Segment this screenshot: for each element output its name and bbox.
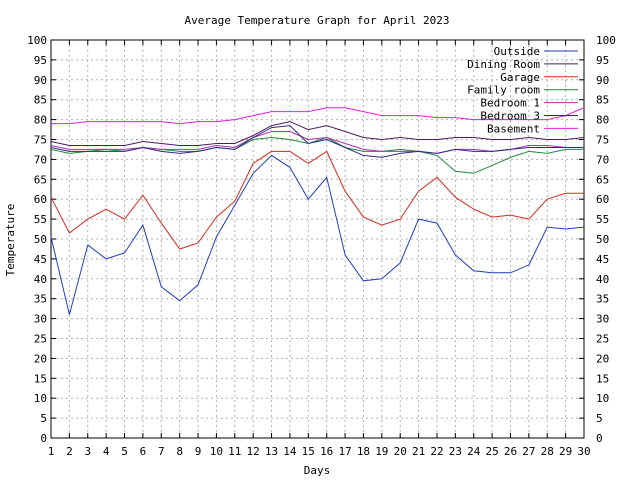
y-tick-label-right: 35 bbox=[596, 293, 609, 306]
legend-label-dining-room: Dining Room bbox=[467, 58, 540, 71]
x-tick-label: 16 bbox=[320, 445, 333, 458]
legend-label-outside: Outside bbox=[494, 45, 540, 58]
y-tick-label: 5 bbox=[40, 412, 47, 425]
x-tick-label: 9 bbox=[195, 445, 202, 458]
y-tick-label-right: 40 bbox=[596, 273, 609, 286]
x-tick-label: 17 bbox=[338, 445, 351, 458]
y-tick-label: 10 bbox=[34, 392, 47, 405]
y-tick-label-right: 45 bbox=[596, 253, 609, 266]
x-tick-label: 12 bbox=[247, 445, 260, 458]
y-tick-label: 80 bbox=[34, 114, 47, 127]
chart-title: Average Temperature Graph for April 2023 bbox=[185, 14, 450, 27]
series-line-outside bbox=[50, 154, 585, 315]
y-tick-label-right: 90 bbox=[596, 74, 609, 87]
y-tick-label-right: 30 bbox=[596, 313, 609, 326]
x-tick-label: 19 bbox=[375, 445, 388, 458]
y-tick-label-right: 10 bbox=[596, 392, 609, 405]
y-tick-label: 95 bbox=[34, 54, 47, 67]
y-tick-label-right: 65 bbox=[596, 173, 609, 186]
y-tick-label: 100 bbox=[27, 34, 47, 47]
x-tick-label: 2 bbox=[66, 445, 73, 458]
x-tick-label: 29 bbox=[559, 445, 572, 458]
x-tick-label: 14 bbox=[283, 445, 297, 458]
series-line-basement bbox=[51, 107, 585, 125]
x-tick-label: 5 bbox=[121, 445, 128, 458]
x-tick-label: 3 bbox=[84, 445, 91, 458]
y-tick-label: 75 bbox=[34, 134, 47, 147]
x-tick-label: 21 bbox=[412, 445, 425, 458]
x-tick-label: 1 bbox=[48, 445, 55, 458]
y-tick-label-right: 15 bbox=[596, 372, 609, 385]
y-axis-label: Temperature bbox=[4, 204, 17, 277]
grid bbox=[51, 40, 584, 438]
y-tick-label-right: 60 bbox=[596, 193, 609, 206]
x-tick-label: 4 bbox=[103, 445, 110, 458]
y-tick-label-right: 25 bbox=[596, 333, 609, 346]
x-tick-label: 11 bbox=[228, 445, 241, 458]
y-tick-label-right: 75 bbox=[596, 134, 609, 147]
y-tick-label: 85 bbox=[34, 94, 47, 107]
x-tick-label: 13 bbox=[265, 445, 278, 458]
y-tick-label: 45 bbox=[34, 253, 47, 266]
series-line-garage bbox=[50, 150, 584, 250]
y-tick-label: 30 bbox=[34, 313, 47, 326]
y-tick-label: 20 bbox=[34, 352, 47, 365]
legend-label-garage: Garage bbox=[500, 71, 540, 84]
y-tick-label: 70 bbox=[34, 153, 47, 166]
x-tick-label: 25 bbox=[485, 445, 498, 458]
y-tick-label-right: 5 bbox=[596, 412, 603, 425]
y-tick-label: 40 bbox=[34, 273, 47, 286]
y-tick-label-right: 95 bbox=[596, 54, 609, 67]
y-tick-label-right: 70 bbox=[596, 153, 609, 166]
x-tick-label: 22 bbox=[430, 445, 443, 458]
x-tick-label: 6 bbox=[140, 445, 147, 458]
y-tick-label-right: 55 bbox=[596, 213, 609, 226]
series-line-family-room bbox=[50, 136, 584, 174]
x-tick-label: 20 bbox=[394, 445, 407, 458]
x-tick-label: 10 bbox=[210, 445, 223, 458]
y-tick-label-right: 50 bbox=[596, 233, 609, 246]
series-line-bedroom-3 bbox=[50, 125, 584, 158]
y-tick-label: 25 bbox=[34, 333, 47, 346]
y-tick-label: 0 bbox=[40, 432, 47, 445]
y-tick-label: 60 bbox=[34, 193, 47, 206]
y-tick-label: 65 bbox=[34, 173, 47, 186]
legend-label-family-room: Family room bbox=[467, 84, 540, 97]
x-tick-label: 8 bbox=[176, 445, 183, 458]
x-tick-label: 18 bbox=[357, 445, 370, 458]
series-line-dining-room bbox=[50, 121, 585, 146]
y-tick-label: 35 bbox=[34, 293, 47, 306]
x-tick-label: 28 bbox=[541, 445, 554, 458]
y-tick-label: 90 bbox=[34, 74, 47, 87]
y-tick-label: 55 bbox=[34, 213, 47, 226]
y-tick-label-right: 80 bbox=[596, 114, 609, 127]
y-tick-label: 15 bbox=[34, 372, 47, 385]
y-tick-label: 50 bbox=[34, 233, 47, 246]
x-tick-label: 15 bbox=[302, 445, 315, 458]
y-tick-label-right: 20 bbox=[596, 352, 609, 365]
x-tick-label: 7 bbox=[158, 445, 165, 458]
legend-label-basement: Basement bbox=[487, 122, 540, 135]
x-axis-label: Days bbox=[304, 464, 331, 477]
legend-label-bedroom-3: Bedroom 3 bbox=[480, 110, 540, 123]
x-tick-label: 23 bbox=[449, 445, 462, 458]
y-tick-label-right: 100 bbox=[596, 34, 616, 47]
series-lines bbox=[50, 107, 585, 315]
x-tick-label: 30 bbox=[577, 445, 590, 458]
y-tick-label-right: 85 bbox=[596, 94, 609, 107]
legend-label-bedroom-1: Bedroom 1 bbox=[480, 97, 540, 110]
y-tick-label-right: 0 bbox=[596, 432, 603, 445]
x-tick-label: 27 bbox=[522, 445, 535, 458]
x-tick-label: 24 bbox=[467, 445, 481, 458]
x-tick-label: 26 bbox=[504, 445, 517, 458]
